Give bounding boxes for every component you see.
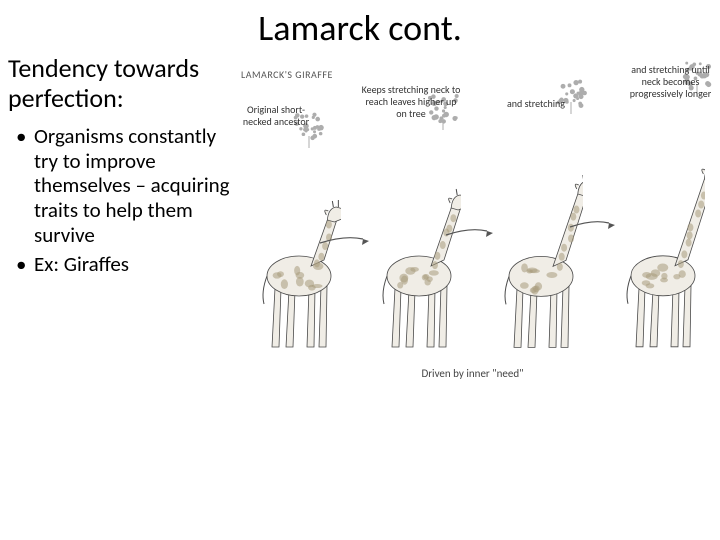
arrow-icon <box>319 234 371 246</box>
page-title: Lamarck cont. <box>0 0 720 54</box>
content-area: Tendency towards perfection: Organisms c… <box>0 54 720 414</box>
bullet-list: Organisms constantly try to improve them… <box>6 124 231 277</box>
list-item: Organisms constantly try to improve them… <box>16 124 231 248</box>
giraffe-caption: Keeps stretching neck to reach leaves hi… <box>361 84 461 120</box>
giraffe-caption: and stretching <box>501 98 571 110</box>
arrow-icon <box>569 218 617 230</box>
diagram-footer: Driven by inner "need" <box>231 367 714 380</box>
section-heading: Tendency towards perfection: <box>6 54 231 114</box>
giraffe-diagram: LAMARCK'S GIRAFFE Driven by inner "need"… <box>231 54 714 414</box>
giraffe-figure <box>371 178 461 354</box>
giraffe-figure <box>615 149 705 354</box>
list-item: Ex: Giraffes <box>16 252 231 277</box>
giraffe-figure <box>493 164 583 354</box>
arrow-icon <box>445 226 495 238</box>
giraffe-caption: Original short-necked ancestor <box>241 104 311 128</box>
giraffe-caption: and stretching until neck becomes progre… <box>623 64 718 100</box>
diagram-title: LAMARCK'S GIRAFFE <box>241 68 333 81</box>
giraffe-figure <box>251 190 341 354</box>
plant-icon <box>551 72 591 119</box>
left-column: Tendency towards perfection: Organisms c… <box>6 54 231 414</box>
